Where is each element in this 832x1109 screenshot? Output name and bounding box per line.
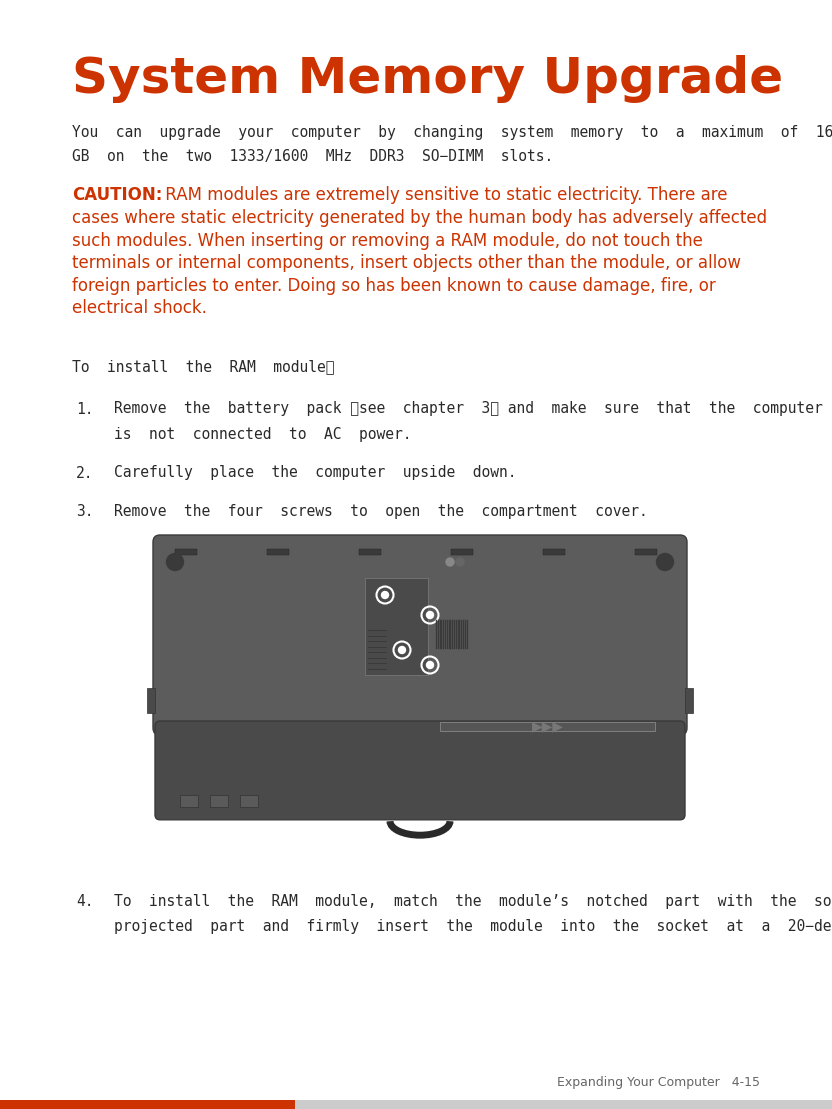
Circle shape (446, 558, 454, 566)
Text: RAM modules are extremely sensitive to static electricity. There are: RAM modules are extremely sensitive to s… (160, 186, 727, 204)
Bar (267, 549, 289, 554)
Circle shape (656, 553, 673, 570)
Bar (365, 578, 428, 675)
Circle shape (399, 647, 405, 653)
Text: System Memory Upgrade: System Memory Upgrade (72, 55, 783, 103)
Text: Carefully  place  the  computer  upside  down.: Carefully place the computer upside down… (114, 466, 517, 480)
Text: is  not  connected  to  AC  power.: is not connected to AC power. (114, 427, 412, 442)
Text: cases where static electricity generated by the human body has adversely affecte: cases where static electricity generated… (72, 208, 767, 227)
Text: You  can  upgrade  your  computer  by  changing  system  memory  to  a  maximum : You can upgrade your computer by changin… (72, 125, 832, 140)
Bar (543, 549, 565, 554)
Text: 3.: 3. (76, 503, 93, 519)
Bar (0, 1100, 295, 1109)
Bar (175, 549, 197, 554)
Circle shape (382, 591, 389, 599)
Text: 2.: 2. (76, 466, 93, 480)
Bar (451, 549, 473, 554)
Text: 1.: 1. (76, 401, 93, 417)
Bar (210, 795, 228, 807)
Bar (685, 688, 693, 712)
Bar (359, 549, 381, 554)
FancyBboxPatch shape (153, 535, 687, 735)
Circle shape (166, 553, 184, 570)
Text: To  install  the  RAM  module,  match  the  module’s  notched  part  with  the  : To install the RAM module, match the mod… (114, 894, 832, 909)
Bar (147, 688, 155, 712)
Text: To  install  the  RAM  module：: To install the RAM module： (72, 359, 334, 375)
Text: Expanding Your Computer   4-15: Expanding Your Computer 4-15 (557, 1076, 760, 1089)
Text: ▶▶▶: ▶▶▶ (532, 720, 563, 733)
Bar (150, 537, 690, 857)
Text: Remove  the  four  screws  to  open  the  compartment  cover.: Remove the four screws to open the compa… (114, 503, 648, 519)
Bar (440, 722, 655, 731)
Text: GB  on  the  two  1333/1600  MHz  DDR3  SO−DIMM  slots.: GB on the two 1333/1600 MHz DDR3 SO−DIMM… (72, 149, 553, 163)
Text: terminals or internal components, insert objects other than the module, or allow: terminals or internal components, insert… (72, 254, 741, 272)
Text: foreign particles to enter. Doing so has been known to cause damage, fire, or: foreign particles to enter. Doing so has… (72, 276, 716, 295)
Bar (295, 1100, 832, 1109)
Text: CAUTION:: CAUTION: (72, 186, 162, 204)
FancyBboxPatch shape (155, 721, 685, 820)
Text: 4.: 4. (76, 894, 93, 909)
Circle shape (427, 611, 433, 619)
Text: Remove  the  battery  pack （see  chapter  3） and  make  sure  that  the  compute: Remove the battery pack （see chapter 3） … (114, 401, 823, 417)
Text: projected  part  and  firmly  insert  the  module  into  the  socket  at  a  20−: projected part and firmly insert the mod… (114, 919, 832, 935)
Bar (180, 795, 198, 807)
Text: electrical shock.: electrical shock. (72, 299, 207, 317)
Text: such modules. When inserting or removing a RAM module, do not touch the: such modules. When inserting or removing… (72, 232, 703, 250)
Bar (240, 795, 258, 807)
Circle shape (427, 661, 433, 669)
Bar (635, 549, 657, 554)
Circle shape (456, 558, 464, 566)
